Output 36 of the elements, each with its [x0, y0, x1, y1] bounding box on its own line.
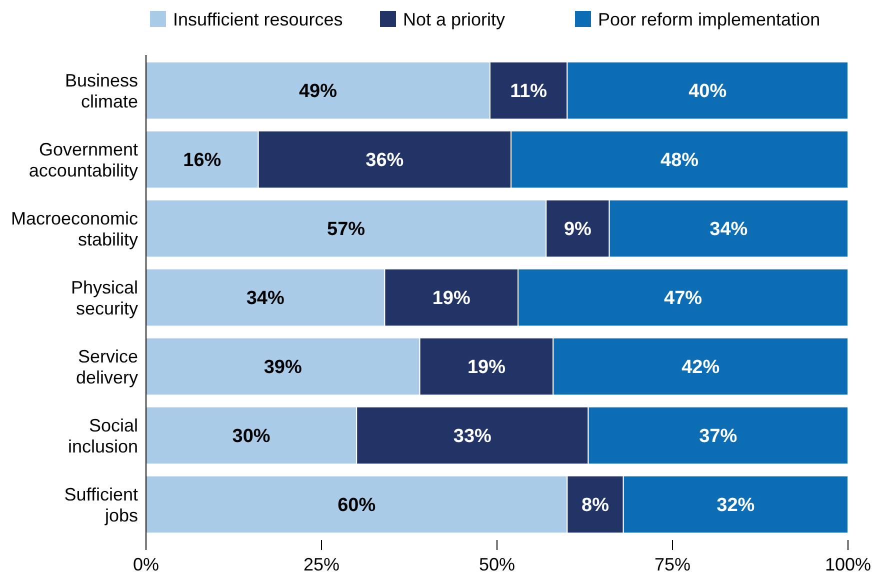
data-label: 37% [699, 426, 738, 448]
x-tick-label: 75% [654, 554, 691, 574]
data-label: 8% [582, 495, 610, 516]
data-label: 11% [510, 81, 548, 102]
data-label: 60% [338, 495, 376, 516]
y-tick-label: Service delivery [76, 346, 138, 388]
data-label: 19% [467, 357, 506, 378]
y-tick-label: Business climate [64, 70, 138, 112]
x-tick-label: 25% [303, 554, 340, 574]
data-label: 19% [432, 288, 470, 310]
y-tick-label: Social inclusion [68, 415, 138, 456]
y-tick-label: Physical security [70, 277, 138, 318]
data-label: 16% [183, 150, 222, 172]
series-label: Insufficient resources [173, 9, 343, 30]
legend-label: Not a priority [403, 9, 506, 30]
data-label: 47% [664, 288, 702, 310]
data-label: 57% [327, 219, 366, 240]
x-tick-label: 0% [132, 554, 160, 574]
data-label: 30% [232, 426, 270, 448]
data-label: 36% [366, 150, 404, 172]
data-label: 49% [298, 81, 338, 102]
legend-label: Poor reform implementation [598, 9, 820, 30]
data-label: 34% [710, 219, 748, 240]
data-label: 33% [453, 426, 492, 448]
y-tick-label: Macroeconomic stability [10, 208, 138, 250]
data-label: 9% [564, 219, 592, 240]
data-label: 48% [660, 150, 699, 172]
x-tick-label: 50% [478, 554, 516, 574]
data-label: 42% [682, 357, 720, 378]
x-tick-label: 100% [824, 554, 872, 574]
data-label: 34% [246, 288, 284, 310]
data-label: 40% [688, 81, 727, 102]
data-label: 39% [264, 357, 302, 378]
y-tick-label: Sufficient jobs [64, 484, 138, 526]
y-tick-label: Government accountability [28, 139, 138, 180]
data-label: 32% [716, 495, 755, 516]
